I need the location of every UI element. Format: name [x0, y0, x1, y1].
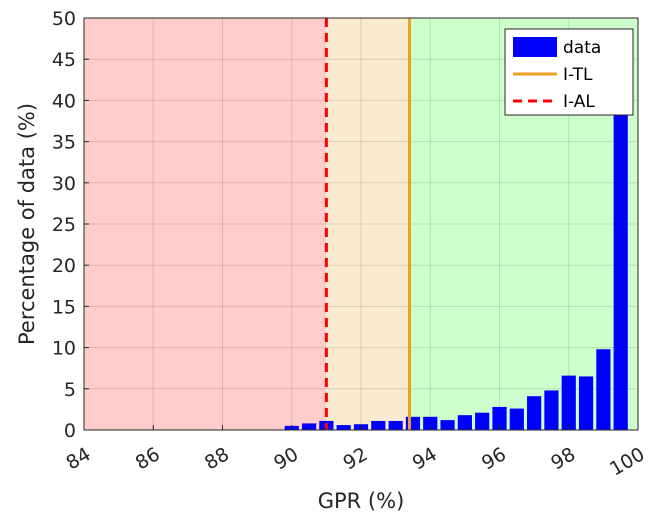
- x-tick-label-96: 96: [478, 443, 510, 474]
- bar-96.5: [509, 408, 524, 430]
- bar-91.5: [336, 425, 351, 430]
- y-tick-label-35: 35: [52, 132, 76, 154]
- x-axis-ticks: 84 86 88 90 92 94 96 98 100: [63, 425, 649, 480]
- x-tick-label-100: 100: [606, 443, 648, 480]
- y-tick-label-15: 15: [52, 296, 76, 318]
- bar-94: [423, 416, 438, 430]
- y-tick-label-50: 50: [52, 8, 76, 30]
- x-tick-label-94: 94: [409, 443, 441, 474]
- y-tick-label-40: 40: [52, 90, 76, 112]
- legend-label-data: data: [563, 38, 601, 58]
- y-tick-label-45: 45: [52, 49, 76, 71]
- x-tick-label-92: 92: [340, 443, 372, 474]
- y-tick-label-25: 25: [52, 214, 76, 236]
- bar-93.5: [405, 416, 421, 430]
- data-bars: [111, 40, 628, 431]
- legend-label-ial: I-AL: [563, 92, 595, 112]
- bar-97: [527, 396, 542, 430]
- bar-94.5: [440, 420, 455, 430]
- x-tick-label-84: 84: [63, 443, 95, 474]
- y-tick-label-30: 30: [52, 173, 76, 195]
- region-1: [326, 18, 410, 430]
- bar-95: [457, 415, 472, 430]
- bar-98.5: [578, 376, 594, 430]
- legend-swatch-data: [513, 37, 557, 57]
- bar-96: [492, 406, 507, 430]
- x-tick-label-86: 86: [132, 443, 164, 474]
- region-0: [84, 18, 327, 430]
- y-tick-label-0: 0: [64, 420, 76, 442]
- bar-92.5: [371, 420, 386, 430]
- bar-97.5: [544, 390, 559, 430]
- y-axis-title: Percentage of data (%): [15, 103, 39, 345]
- bar-90.5: [301, 423, 317, 430]
- bar-98: [561, 375, 576, 430]
- y-axis-ticks: 0 5 10 15 20 25 30 35 40 45 50: [52, 8, 89, 442]
- bar-95.5: [475, 412, 490, 430]
- bar-93: [388, 420, 403, 430]
- bar-99.5: [613, 40, 628, 431]
- x-axis-title: GPR (%): [318, 489, 405, 513]
- legend-label-itl: I-TL: [563, 65, 593, 85]
- x-tick-label-88: 88: [201, 443, 233, 474]
- reference-lines: [324, 18, 411, 430]
- x-tick-label-98: 98: [547, 443, 579, 474]
- legend: data I-TL I-AL: [504, 28, 634, 116]
- bar-99: [596, 349, 611, 430]
- y-tick-label-20: 20: [52, 255, 76, 277]
- y-tick-label-5: 5: [64, 379, 76, 401]
- x-tick-label-90: 90: [270, 443, 302, 474]
- y-tick-label-10: 10: [52, 338, 76, 360]
